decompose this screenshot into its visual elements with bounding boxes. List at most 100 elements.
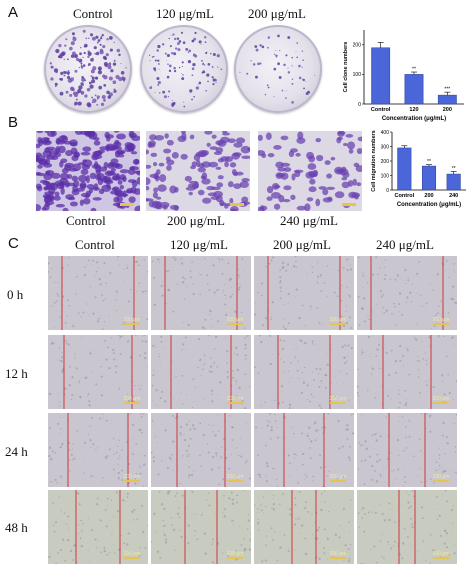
migration-image-control [36, 131, 140, 211]
scale-bar-label: 200 μm [124, 396, 141, 402]
scale-bar [330, 402, 346, 404]
scale-bar-label: 200 μm [330, 474, 347, 480]
cell-texture [151, 490, 251, 564]
scale-bar [342, 203, 356, 206]
cell-texture [48, 491, 148, 564]
chart-b-ytick-label: 400 [381, 130, 390, 136]
cell-texture [357, 490, 456, 564]
panel-b-label-1: Control [66, 213, 106, 228]
chart-b: 0 100 200 300 400 Control ** 200 ** 240 Concentrat… [366, 124, 472, 224]
cell-texture [151, 335, 251, 409]
chart-b-significance: ** [452, 166, 456, 172]
wound-image-r4-c4: 200 μm [357, 490, 457, 564]
panel-c-row-header-2: 12 h [5, 366, 28, 381]
scale-bar [120, 203, 134, 206]
wound-image-r1-c2: 200 μm [151, 256, 251, 330]
scale-bar [227, 402, 243, 404]
panel-a-header-3: 200 μg/mL [248, 6, 306, 21]
chart-b-xtick-label: 200 [424, 193, 433, 199]
chart-a-significance: *** [444, 87, 450, 93]
cell-texture [48, 256, 148, 330]
chart-a-xtick-label: 200 [443, 107, 452, 113]
wound-image-r2-c4: 200 μm [357, 335, 457, 409]
scale-bar [227, 480, 243, 482]
panel-c-col-header-1: Control [75, 237, 115, 252]
chart-b-ytick-label: 0 [386, 188, 389, 194]
scale-bar-label: 200 μm [124, 317, 141, 323]
cell-texture [36, 131, 140, 211]
panel-label-c: C [8, 235, 19, 252]
scale-bar-label: 200 μm [124, 474, 141, 480]
chart-b-xlabel: Concentration (μg/mL) [397, 202, 461, 208]
colony-texture [49, 29, 127, 108]
cell-texture [151, 256, 246, 330]
scale-bar [124, 402, 140, 404]
scale-bar-label: 200 μm [227, 396, 244, 402]
chart-a-xtick-label: 120 [409, 107, 418, 113]
colony-texture [239, 34, 316, 104]
cell-texture [48, 335, 148, 408]
scale-bar [433, 480, 449, 482]
chart-a-ylabel: Cell clone numbers [343, 42, 349, 93]
scale-bar-label: 200 μm [433, 474, 450, 480]
wound-image-r4-c2: 200 μm [151, 490, 251, 564]
scale-bar [124, 323, 140, 325]
scale-bar [330, 323, 346, 325]
chart-a-ytick-label: 100 [353, 72, 362, 78]
wound-image-r1-c4: 200 μm [357, 256, 457, 330]
scale-bar-label: 200 μm [330, 551, 347, 557]
chart-a: 0 100 200 Control ** 120 *** 200 Concentration (… [330, 22, 470, 130]
chart-b-bar [421, 165, 437, 191]
panel-b-label-3: 240 μg/mL [280, 213, 338, 228]
panel-c-col-header-4: 240 μg/mL [376, 237, 434, 252]
panel-label-a: A [8, 4, 19, 21]
chart-a-bar [371, 47, 391, 105]
wound-image-r2-c3: 200 μm [254, 335, 354, 409]
cell-texture [254, 413, 354, 487]
scale-bar [124, 557, 140, 559]
panel-c-row-header-4: 48 h [5, 520, 28, 535]
migration-image-200 [146, 131, 250, 211]
cell-texture [254, 490, 352, 563]
chart-b-bar [397, 147, 412, 191]
chart-a-ytick-label: 0 [358, 102, 361, 108]
scale-bar-label: 200 μm [227, 551, 244, 557]
scale-bar-label: 200 μm [433, 396, 450, 402]
chart-b-ylabel: Cell migration numbers [371, 130, 377, 191]
scale-bar-label: 200 μm [227, 474, 244, 480]
chart-b-ytick-label: 300 [381, 144, 390, 150]
wound-image-r2-c1: 200 μm [48, 335, 148, 409]
scale-bar [433, 323, 449, 325]
scale-bar [330, 480, 346, 482]
chart-b-xtick-label: Control [395, 193, 415, 199]
scale-bar [227, 557, 243, 559]
chart-a-significance: ** [412, 67, 416, 73]
chart-b-ytick-label: 100 [381, 173, 390, 179]
colony-texture [148, 31, 223, 108]
cell-texture [357, 256, 457, 329]
chart-b-xtick-label: 240 [449, 193, 458, 199]
wound-image-r4-c3: 200 μm [254, 490, 354, 564]
chart-a-ytick-label: 200 [353, 43, 362, 49]
scale-bar [230, 203, 244, 206]
scale-bar-label: 200 μm [227, 317, 244, 323]
wound-image-r4-c1: 200 μm [48, 490, 148, 564]
wound-image-r3-c1: 200 μm [48, 413, 148, 487]
panel-label-b: B [8, 114, 19, 131]
chart-a-bar [437, 94, 457, 105]
chart-b-ytick-label: 200 [381, 159, 390, 165]
wound-image-r1-c1: 200 μm [48, 256, 148, 330]
scale-bar-label: 200 μm [433, 551, 450, 557]
wound-image-r1-c3: 200 μm [254, 256, 354, 330]
chart-b-significance: ** [427, 159, 431, 165]
scale-bar-label: 200 μm [330, 317, 347, 323]
scale-bar-label: 200 μm [124, 551, 141, 557]
colony-dish-200 [234, 25, 322, 113]
panel-a-header-1: Control [73, 6, 113, 21]
cell-texture [357, 335, 457, 409]
wound-image-r3-c2: 200 μm [151, 413, 251, 487]
panel-c-row-header-1: 0 h [7, 287, 24, 302]
cell-texture [48, 413, 146, 487]
panel-c-col-header-3: 200 μg/mL [273, 237, 331, 252]
cell-texture [146, 131, 250, 211]
